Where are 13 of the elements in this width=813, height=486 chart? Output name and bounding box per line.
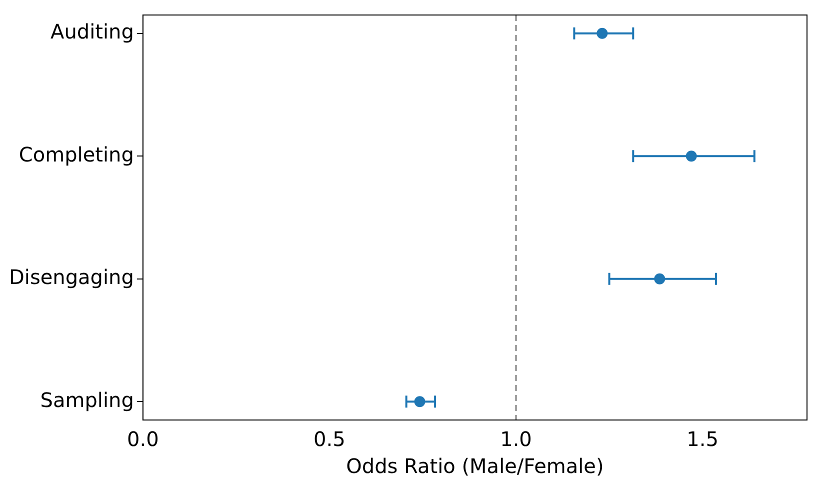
- x-axis-title: Odds Ratio (Male/Female): [346, 454, 604, 478]
- y-tick-label: Completing: [18, 142, 134, 166]
- x-tick-label: 0.0: [127, 427, 159, 452]
- point: [686, 150, 697, 162]
- x-tick-label: 0.5: [314, 427, 346, 452]
- point: [654, 273, 666, 284]
- y-tick-label: Auditing: [50, 20, 134, 44]
- point: [596, 28, 608, 39]
- y-tick-label: Disengaging: [8, 265, 134, 290]
- point: [414, 396, 426, 408]
- x-tick-label: 1.0: [500, 427, 532, 452]
- x-tick-label: 1.5: [686, 427, 718, 452]
- y-tick-label: Sampling: [40, 388, 134, 412]
